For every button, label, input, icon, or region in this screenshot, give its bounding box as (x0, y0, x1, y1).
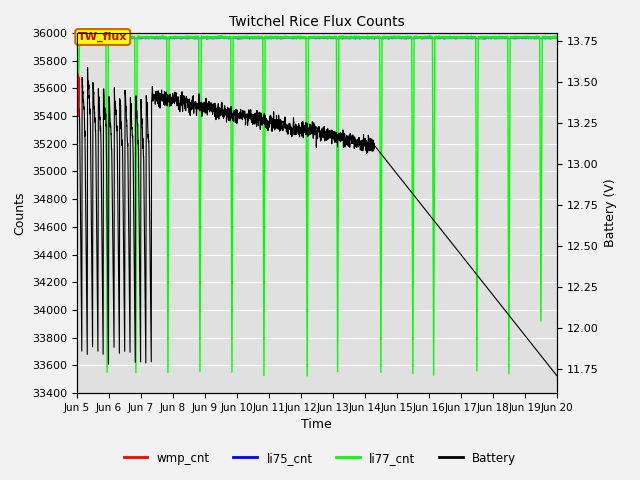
Text: TW_flux: TW_flux (78, 32, 127, 42)
Y-axis label: Counts: Counts (13, 192, 26, 235)
Legend: wmp_cnt, li75_cnt, li77_cnt, Battery: wmp_cnt, li75_cnt, li77_cnt, Battery (119, 447, 521, 469)
X-axis label: Time: Time (301, 419, 332, 432)
Title: Twitchel Rice Flux Counts: Twitchel Rice Flux Counts (229, 15, 404, 29)
Y-axis label: Battery (V): Battery (V) (604, 179, 617, 247)
